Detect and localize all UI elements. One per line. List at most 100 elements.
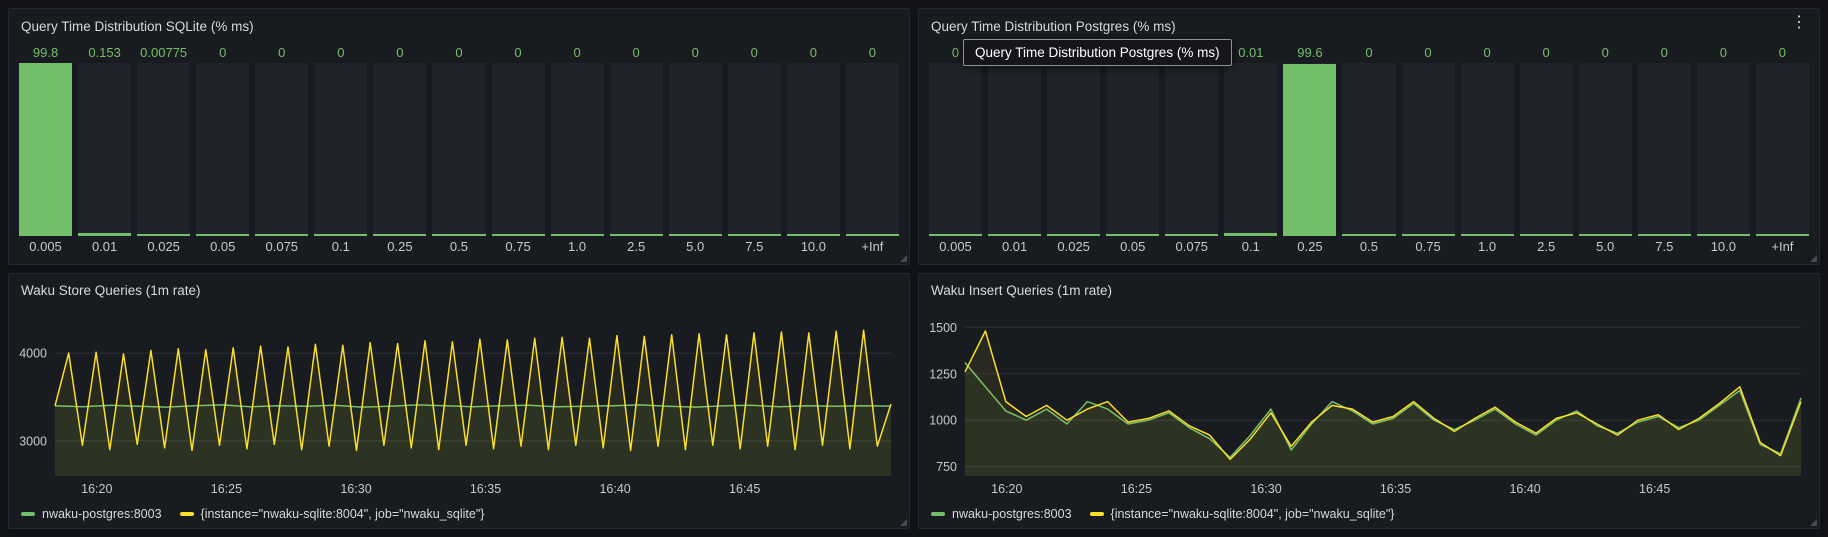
x-tick-label: 1.0 (1478, 238, 1497, 254)
x-tick-label: 2.5 (627, 238, 646, 254)
histogram-column-5.0: 0 5.0 (668, 43, 722, 258)
histogram-column-0.1: 0 0.1 (314, 43, 368, 258)
legend-item-0[interactable]: nwaku-postgres:8003 (21, 507, 162, 521)
panel-query-time-sqlite: Query Time Distribution SQLite (% ms) 99… (8, 8, 910, 265)
bar-track (255, 63, 309, 236)
histogram-column-0.75: 0 0.75 (491, 43, 545, 258)
panel-waku-insert-queries: Waku Insert Queries (1m rate) 750 1000 125… (918, 272, 1820, 529)
bar-track (137, 63, 191, 236)
bar-value-label: 0 (514, 45, 522, 60)
histogram-column-5.0: 0 5.0 (1578, 43, 1632, 258)
x-tick-label: 10.0 (800, 238, 826, 254)
legend-label: {instance="nwaku-sqlite:8004", job="nwak… (200, 507, 485, 521)
bar-value-label: 0 (632, 45, 640, 60)
x-tick-label: +Inf (861, 238, 884, 254)
panel-resize-handle[interactable] (1810, 254, 1817, 262)
x-tick-label: 0.25 (387, 238, 413, 254)
x-tick-label: 16:30 (340, 482, 371, 496)
x-tick-label: 0.01 (1001, 238, 1028, 254)
bar-track (845, 63, 899, 236)
x-tick-label: 0.5 (449, 238, 468, 254)
legend-item-1[interactable]: {instance="nwaku-sqlite:8004", job="nwak… (1089, 507, 1395, 521)
bar-value-label: 99.6 (1297, 45, 1323, 60)
x-tick-label: 0.05 (210, 238, 236, 254)
x-tick-label: 16:35 (1380, 482, 1411, 496)
bar-track (19, 63, 73, 236)
series-area-1 (55, 329, 891, 476)
x-tick-label: 16:35 (470, 482, 501, 496)
y-tick-label: 3000 (19, 434, 47, 448)
x-tick-label: 0.075 (1175, 238, 1209, 254)
bar-fill (19, 63, 73, 234)
bar-value-label: 0 (278, 45, 286, 60)
series-line-1 (54, 329, 892, 451)
bar-track (1755, 63, 1809, 236)
x-tick-label: 0.025 (1057, 238, 1090, 254)
histogram-column-7.5: 0 7.5 (1637, 43, 1691, 258)
panel-resize-handle[interactable] (900, 519, 907, 526)
legend-swatch-icon (931, 512, 945, 516)
histogram-column-0.75: 0 0.75 (1401, 43, 1455, 258)
histogram-column-7.5: 0 7.5 (727, 43, 781, 258)
panel-title-insert[interactable]: Waku Insert Queries (1m rate) (931, 283, 1113, 298)
y-tick-label: 4000 (19, 346, 47, 360)
legend-item-0[interactable]: nwaku-postgres:8003 (931, 507, 1072, 521)
y-tick-label: 1500 (929, 320, 957, 334)
bar-value-label: 0 (573, 45, 581, 60)
insert-queries-chart-area: 750 1000 1250 1500 16:20 16:25 16:30 16:35 16:40… (919, 308, 1819, 501)
bar-value-label: 0 (455, 45, 463, 60)
x-tick-label: 16:40 (599, 482, 630, 496)
bar-track (1696, 63, 1750, 236)
bar-track (491, 63, 545, 236)
x-tick-label: 16:20 (991, 482, 1022, 496)
bar-track (1519, 63, 1573, 236)
panel-resize-handle[interactable] (900, 254, 907, 262)
histogram-column-0.005: 99.8 0.005 (19, 43, 73, 258)
store-queries-chart: 3000 4000 16:20 16:25 16:30 16:35 16:40 16:45 (19, 329, 892, 496)
histogram-column-2.5: 0 2.5 (1519, 43, 1573, 258)
x-tick-label: 7.5 (745, 238, 764, 254)
panel-title-sqlite[interactable]: Query Time Distribution SQLite (% ms) (21, 18, 254, 34)
bar-value-label: 0 (1601, 45, 1609, 60)
histogram-column-0.5: 0 0.5 (432, 43, 486, 258)
series-line-0 (54, 403, 892, 408)
bar-track (1342, 63, 1396, 236)
x-tick-label: 16:25 (1121, 482, 1152, 496)
bar-value-label: 0 (951, 45, 960, 60)
panel-title-tooltip: Query Time Distribution Postgres (% ms) (963, 39, 1232, 66)
series-line-0 (964, 361, 1802, 458)
bar-track (1165, 63, 1219, 236)
x-tick-label: 16:30 (1250, 482, 1281, 496)
bar-track (373, 63, 427, 236)
bar-value-label: 0 (1424, 45, 1432, 60)
series-area-1 (965, 330, 1801, 476)
x-tick-label: 0.25 (1297, 238, 1323, 254)
bar-value-label: 0 (337, 45, 345, 60)
legend-label: {instance="nwaku-sqlite:8004", job="nwak… (1110, 507, 1395, 521)
series-line-1 (964, 329, 1802, 460)
bar-track (929, 63, 983, 236)
bar-track (988, 63, 1042, 236)
panel-waku-store-queries: Waku Store Queries (1m rate) 3000 4000 16:… (8, 272, 910, 529)
x-tick-label: 0.005 (29, 238, 62, 254)
bar-track (1283, 63, 1337, 236)
x-tick-label: 16:45 (729, 482, 760, 496)
panel-header: Waku Insert Queries (1m rate) (919, 274, 1819, 308)
histogram-column-0.25: 0 0.25 (373, 43, 427, 258)
x-tick-label: 0.005 (939, 238, 972, 254)
x-tick-label: 0.1 (1241, 238, 1260, 254)
panel-resize-handle[interactable] (1810, 519, 1817, 526)
x-tick-label: 16:45 (1639, 482, 1670, 496)
histogram-column-2.5: 0 2.5 (609, 43, 663, 258)
histogram-column-0.01: 00.01 (988, 43, 1042, 258)
bar-track (609, 63, 663, 236)
panel-query-time-postgres: Query Time Distribution Postgres (% ms) … (918, 8, 1820, 265)
panel-header: Query Time Distribution SQLite (% ms) (9, 9, 909, 43)
panel-menu-kebab-icon[interactable]: ⋮ (1791, 14, 1807, 31)
histogram-column-1.0: 0 1.0 (1460, 43, 1514, 258)
panel-title-store[interactable]: Waku Store Queries (1m rate) (21, 283, 201, 298)
x-tick-label: 0.075 (265, 238, 299, 254)
legend-item-1[interactable]: {instance="nwaku-sqlite:8004", job="nwak… (179, 507, 485, 521)
panel-title-postgres[interactable]: Query Time Distribution Postgres (% ms) (931, 18, 1176, 34)
